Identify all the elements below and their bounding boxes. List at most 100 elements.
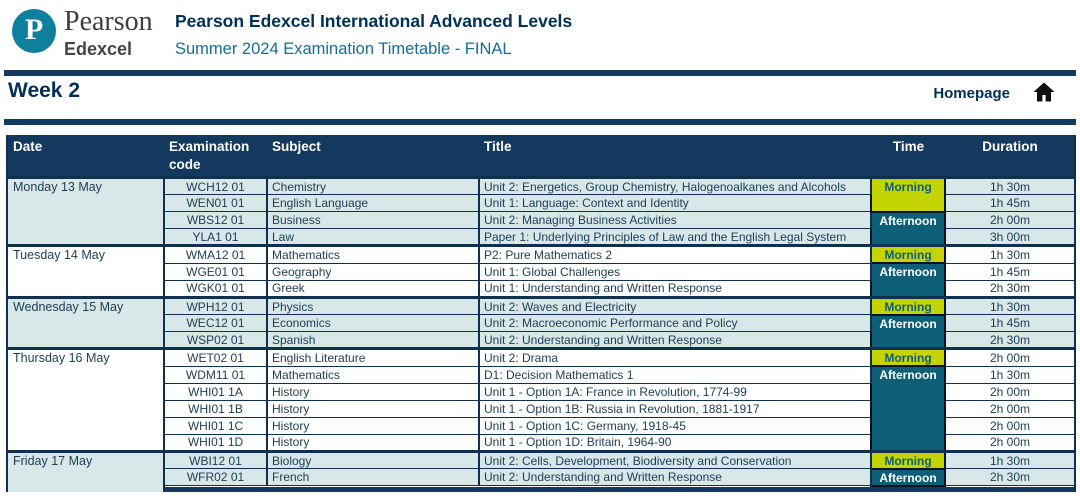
title-cell: Unit 2: Waves and Electricity: [479, 295, 872, 315]
time-cell-afternoon: Afternoon: [870, 210, 946, 247]
code-cell: WHI01 1D: [164, 433, 268, 452]
divider-bar-top: [4, 70, 1076, 76]
title-cell: Unit 1: Language: Context and Identity: [479, 194, 872, 212]
date-cell: Friday 17 May: [7, 449, 165, 486]
column-header-title: Title: [479, 135, 871, 178]
duration-cell: 1h 45m: [945, 194, 1075, 212]
logo-brand-name: Pearson: [64, 6, 153, 37]
subject-cell: English Language: [267, 194, 480, 212]
exam-row: WHI01 1B History Unit 1 - Option 1B: Russi…: [7, 399, 1075, 418]
column-header-examination-code: Examination code: [164, 135, 267, 178]
title-cell: Unit 2: Managing Business Activities: [479, 211, 872, 229]
subject-cell: Greek: [267, 279, 480, 298]
table-cutoff-row: [7, 485, 1075, 492]
code-cell: YLA1 01: [164, 228, 268, 246]
time-cell-afternoon: Afternoon: [870, 365, 946, 453]
column-header-subject: Subject: [267, 135, 479, 178]
exam-row: WFR02 01 French Unit 2: Understanding and …: [7, 467, 1075, 487]
timetable-header: Date Examination code Subject Title Time Dura…: [7, 135, 1075, 178]
column-header-duration: Duration: [945, 135, 1075, 178]
exam-row: WDM11 01 Mathematics D1: Decision Mathemat…: [7, 365, 1075, 453]
title-cell: Unit 2: Energetics, Group Chemistry, Hal…: [479, 176, 872, 195]
time-cell-afternoon: Afternoon: [870, 467, 946, 487]
subject-cell: Mathematics: [267, 244, 480, 264]
subject-cell: Law: [267, 228, 480, 246]
time-cell-afternoon: Afternoon: [870, 313, 946, 350]
exam-row: Tuesday 14 May WMA12 01 Mathematics P2: Pur…: [7, 244, 1075, 298]
subject-cell: Physics: [267, 295, 480, 315]
title-cell: Unit 1: Global Challenges: [479, 262, 872, 281]
subject-cell: History: [267, 382, 480, 401]
date-cell: Tuesday 14 May: [7, 244, 165, 298]
exam-row: WGE01 01 Geography Unit 1: Global Challeng…: [7, 262, 1075, 299]
date-cell: Monday 13 May: [7, 176, 165, 246]
duration-cell: 2h 00m: [945, 382, 1075, 401]
code-cell: WSP02 01: [164, 331, 268, 349]
divider-bar-bottom: [4, 119, 1076, 125]
duration-cell: 2h 30m: [945, 468, 1075, 486]
exam-row: Friday 17 May WBI12 01 Biology Unit 2: Cell…: [7, 449, 1075, 486]
title-cell: Unit 1: Understanding and Written Respon…: [479, 279, 872, 298]
code-cell: WBS12 01: [164, 211, 268, 229]
code-cell: WHI01 1B: [164, 399, 268, 418]
time-cell-morning: Morning: [870, 347, 946, 368]
duration-cell: 1h 30m: [945, 176, 1075, 195]
exam-row: Thursday 16 May WET02 01 English Literatur…: [7, 347, 1075, 452]
homepage-link[interactable]: Homepage: [933, 85, 1010, 102]
title-cell: Unit 1 - Option 1B: Russia in Revolution…: [479, 399, 872, 418]
duration-cell: 1h 30m: [945, 244, 1075, 264]
exam-row: WSP02 01 Spanish Unit 2: Understanding and…: [7, 331, 1075, 349]
title-cell: Unit 2: Drama: [479, 347, 872, 367]
title-cell: Unit 2: Macroeconomic Performance and Po…: [479, 314, 872, 332]
home-icon[interactable]: [1032, 80, 1056, 104]
timetable-table: Date Examination code Subject Title Time Dura…: [6, 135, 1076, 492]
duration-cell: 2h 30m: [945, 331, 1075, 349]
document-title: Pearson Edexcel International Advanced L…: [175, 11, 573, 31]
cutoff-strip: [164, 485, 1075, 492]
title-cell: P2: Pure Mathematics 2: [479, 244, 872, 264]
exam-row: Wednesday 15 May WPH12 01 Physics Unit 2: W…: [7, 295, 1075, 349]
title-cell: Unit 2: Understanding and Written Respon…: [479, 468, 872, 486]
code-cell: WPH12 01: [164, 295, 268, 315]
week-title: Week 2: [8, 79, 80, 102]
duration-cell: 2h 30m: [945, 279, 1075, 298]
exam-row: WHI01 1A History Unit 1 - Option 1A: Franc…: [7, 382, 1075, 401]
subject-cell: Economics: [267, 314, 480, 332]
subject-cell: Spanish: [267, 331, 480, 349]
duration-cell: 1h 45m: [945, 262, 1075, 281]
duration-cell: 1h 30m: [945, 295, 1075, 315]
code-cell: WEN01 01: [164, 194, 268, 212]
duration-cell: 2h 00m: [945, 416, 1075, 435]
exam-row: WEC12 01 Economics Unit 2: Macroeconomic P…: [7, 313, 1075, 350]
logo-text: Pearson Edexcel: [64, 6, 153, 60]
timetable-body: Monday 13 May WCH12 01 Chemistry Unit 2: En…: [7, 176, 1075, 492]
code-cell: WFR02 01: [164, 468, 268, 486]
title-cell: D1: Decision Mathematics 1: [479, 365, 872, 384]
document-subtitle: Summer 2024 Examination Timetable - FINA…: [175, 40, 512, 58]
time-cell-morning: Morning: [870, 295, 946, 316]
duration-cell: 3h 00m: [945, 228, 1075, 246]
exam-row: Monday 13 May WCH12 01 Chemistry Unit 2: En…: [7, 176, 1075, 246]
subject-cell: History: [267, 433, 480, 452]
code-cell: WEC12 01: [164, 314, 268, 332]
exam-row: WBS12 01 Business Unit 2: Managing Busines…: [7, 210, 1075, 247]
header-titles: Pearson Edexcel International Advanced L…: [175, 11, 572, 59]
duration-cell: 2h 00m: [945, 433, 1075, 452]
code-cell: WDM11 01: [164, 365, 268, 384]
header-row: Date Examination code Subject Title Time Dura…: [7, 135, 1075, 178]
title-cell: Paper 1: Underlying Principles of Law an…: [479, 228, 872, 246]
pearson-edexcel-logo: P Pearson Edexcel: [12, 6, 153, 60]
code-cell: WCH12 01: [164, 176, 268, 195]
logo-letter: P: [24, 13, 44, 46]
subject-cell: Chemistry: [267, 176, 480, 195]
time-cell-afternoon: Afternoon: [870, 262, 946, 299]
duration-cell: 2h 00m: [945, 399, 1075, 418]
duration-cell: 1h 30m: [945, 365, 1075, 384]
title-cell: Unit 1 - Option 1C: Germany, 1918-45: [479, 416, 872, 435]
time-cell-morning: Morning: [870, 449, 946, 470]
subject-cell: Mathematics: [267, 365, 480, 384]
exam-row: YLA1 01 Law Paper 1: Underlying Principles…: [7, 228, 1075, 246]
duration-cell: 2h 00m: [945, 347, 1075, 367]
subject-cell: Biology: [267, 449, 480, 469]
code-cell: WGE01 01: [164, 262, 268, 281]
